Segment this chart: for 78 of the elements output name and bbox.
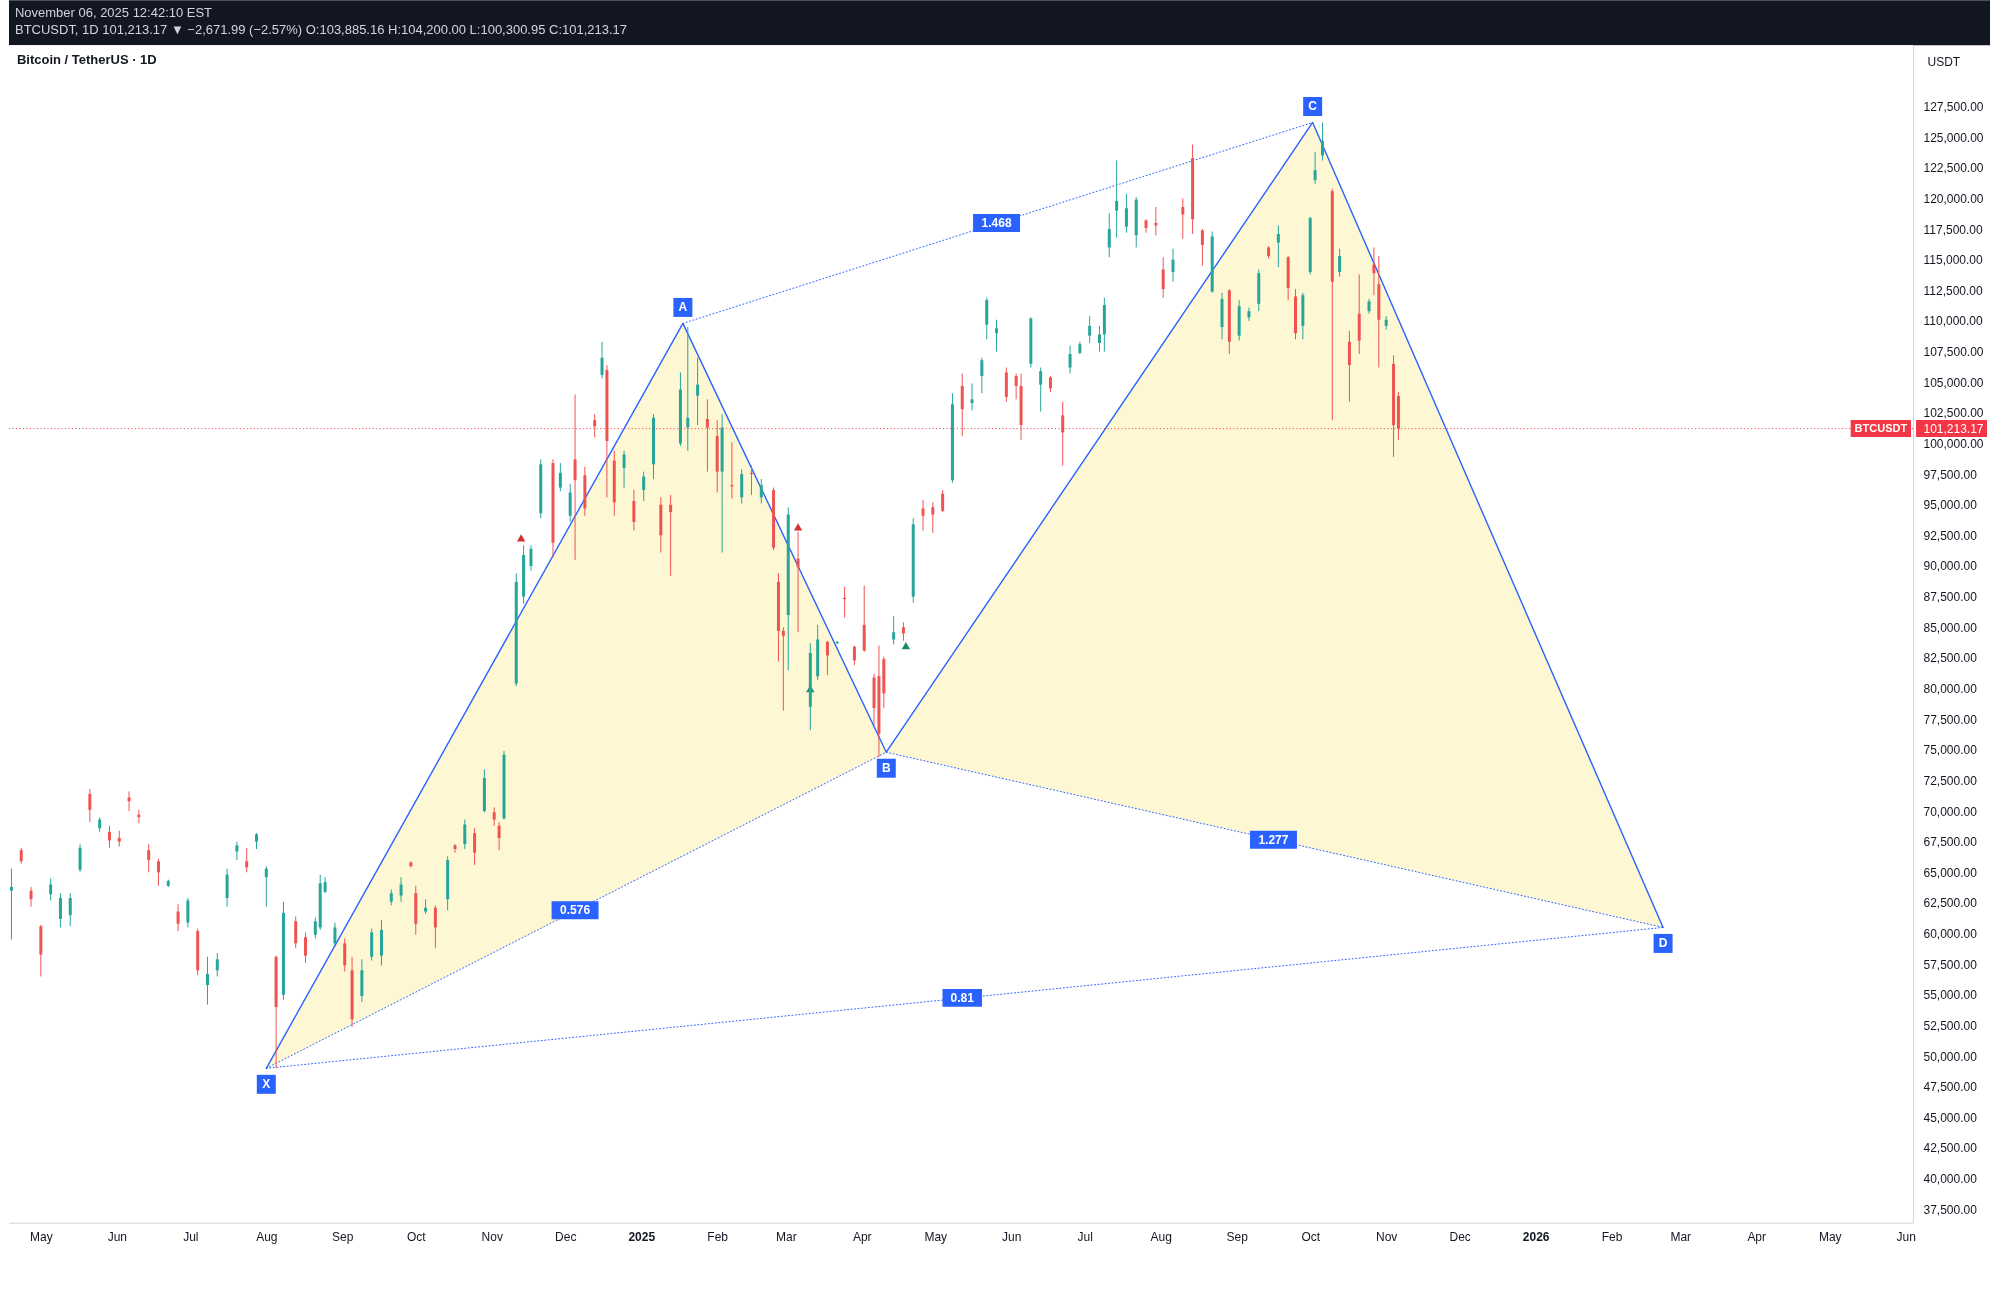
y-tick-label: 102,500.00 [1923,406,1984,421]
text: Bitcoin / TetherUS · 1D [16,52,157,68]
y-tick-label: 90,000.00 [1923,559,1978,574]
annotation: 0.81 [950,990,975,1005]
y-tick-label: 77,500.00 [1923,712,1978,727]
y-tick-label: 65,000.00 [1923,865,1978,880]
x-tick-label: Apr [852,1230,872,1245]
x-tick-label: May [924,1230,948,1245]
x-tick-label: Oct [406,1230,427,1245]
y-tick-label: 67,500.00 [1923,835,1978,850]
y-tick-label: 125,000.00 [1923,130,1984,145]
y-tick-label: 87,500.00 [1923,590,1978,605]
annotation: 0.576 [560,903,591,918]
y-tick-label: 92,500.00 [1923,528,1978,543]
x-tick-label: May [1818,1230,1842,1245]
y-tick-label: 80,000.00 [1923,682,1978,697]
y-tick-label: 72,500.00 [1923,773,1978,788]
y-tick-label: 82,500.00 [1923,651,1978,666]
text: BTCUSDT, 1D 101,213.17 ▼ −2,671.99 (−2.57%) O:103,885.16 H:104,200.00 L:100,300.95 C:101,213.17 [14,22,628,38]
x-tick-label: Dec [555,1230,577,1245]
y-tick-label: 57,500.00 [1923,957,1978,972]
y-tick-label: 45,000.00 [1923,1110,1978,1125]
annotation: B [881,761,891,776]
y-tick-label: 37,500.00 [1923,1202,1978,1217]
y-tick-label: 75,000.00 [1923,743,1978,758]
x-tick-label: Mar [1670,1230,1692,1245]
y-tick-label: 95,000.00 [1923,498,1978,513]
x-tick-label: Jul [1077,1230,1093,1245]
annotation: C [1308,99,1318,114]
x-tick-label: Mar [775,1230,797,1245]
annotation: 1.468 [981,215,1012,230]
x-tick-label: Oct [1301,1230,1321,1245]
y-tick-label: 117,500.00 [1923,222,1983,237]
annotation: X [262,1077,271,1092]
x-tick-label: Apr [1747,1230,1767,1245]
y-tick-label: 55,000.00 [1923,988,1978,1003]
x-tick-label: Nov [1376,1230,1398,1245]
y-tick-label: 40,000.00 [1923,1172,1978,1187]
y-tick-label: 70,000.00 [1923,804,1978,819]
y-tick-label: 100,000.00 [1923,436,1984,451]
x-tick-label: Feb [1601,1230,1623,1245]
annotation: 1.277 [1258,832,1289,847]
y-tick-label: 47,500.00 [1923,1080,1978,1095]
y-tick-label: 110,000.00 [1923,314,1983,329]
x-tick-label: Aug [1150,1230,1172,1245]
y-tick-label: 127,500.00 [1923,100,1984,115]
ref-line-label: BTCUSDT [1854,421,1908,434]
y-tick-label: 107,500.00 [1923,345,1984,360]
text: November 06, 2025 12:42:10 EST [14,5,213,21]
x-tick-label: Jul [183,1230,199,1245]
y-tick-label: 115,000.00 [1923,253,1983,268]
x-tick-label: May [30,1230,53,1245]
x-tick-label: Sep [332,1230,354,1245]
y-tick-label: 85,000.00 [1923,620,1978,635]
y-tick-label: 120,000.00 [1923,191,1984,206]
y-tick-label: 52,500.00 [1923,1018,1978,1033]
y-axis-title: USDT [1927,54,1961,69]
x-tick-label: Sep [1226,1230,1249,1245]
y-tick-label: 122,500.00 [1923,161,1984,176]
y-tick-label: 42,500.00 [1923,1141,1978,1156]
x-tick-label: Jun [1002,1230,1022,1245]
y-tick-label: 101,213.17 [1923,422,1984,437]
x-tick-label: 2026 [1522,1230,1550,1245]
y-tick-label: 97,500.00 [1923,467,1978,482]
x-tick-label: Feb [707,1230,729,1245]
y-tick-label: 50,000.00 [1923,1049,1978,1064]
y-tick-label: 112,500.00 [1923,283,1983,298]
annotation: D [1658,936,1668,951]
x-tick-label: Jun [107,1230,127,1245]
annotation: A [678,300,688,315]
x-tick-label: Jun [1896,1230,1916,1245]
y-tick-label: 62,500.00 [1923,896,1978,911]
x-tick-label: Nov [481,1230,503,1245]
x-tick-label: Dec [1449,1230,1471,1245]
y-tick-label: 60,000.00 [1923,927,1978,942]
y-tick-label: 105,000.00 [1923,375,1984,390]
x-tick-label: Aug [256,1230,278,1245]
x-tick-label: 2025 [628,1230,656,1245]
